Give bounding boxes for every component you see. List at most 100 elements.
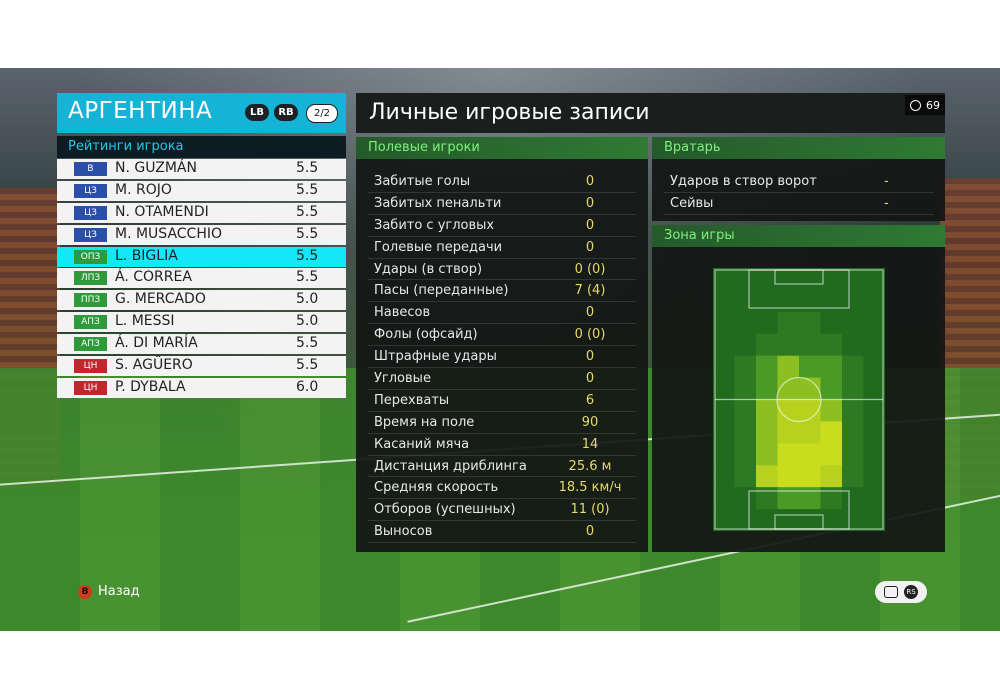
back-button[interactable]: B Назад <box>78 584 140 599</box>
player-rating: 5.5 <box>296 203 319 220</box>
stat-label: Забитые голы <box>374 174 471 189</box>
stat-value: 6 <box>585 392 595 408</box>
heat-cell <box>863 355 885 379</box>
stat-value: 18.5 км/ч <box>558 480 622 496</box>
goalkeeper-header: Вратарь <box>652 137 945 159</box>
heat-cell <box>842 465 864 488</box>
stat-value: 11 (0) <box>570 502 610 518</box>
heat-cell <box>820 487 843 510</box>
stat-row: Удары (в створ) 0 (0) <box>368 259 636 281</box>
heat-cell <box>820 268 843 291</box>
b-button-icon: B <box>78 584 92 599</box>
heat-cell <box>713 509 735 531</box>
position-badge: ЦЗ <box>74 183 107 198</box>
player-name: N. GUZMÁN <box>115 160 197 176</box>
stat-row: Навесов 0 <box>368 302 636 325</box>
heat-cell <box>713 443 735 466</box>
lb-button[interactable]: LB <box>245 104 269 121</box>
player-row[interactable]: ЦН P. DYBALA 6.0 <box>57 377 346 398</box>
stat-value: 0 (0) <box>574 327 606 343</box>
gk-stat-value: - <box>884 196 889 211</box>
player-name: N. OTAMENDI <box>115 203 209 220</box>
stat-value: 0 <box>585 174 595 189</box>
heat-cell <box>863 333 885 357</box>
player-row[interactable]: АПЗ Á. DI MARÍA 5.5 <box>57 334 346 355</box>
player-row[interactable]: ЦЗ M. ROJO 5.5 <box>57 180 346 201</box>
player-row[interactable]: ППЗ G. MERCADO 5.0 <box>57 290 346 311</box>
rb-button[interactable]: RB <box>274 104 298 121</box>
heat-cell <box>734 289 757 313</box>
player-row[interactable]: В N. GUZMÁN 5.5 <box>57 159 346 179</box>
heat-cell <box>734 268 757 291</box>
stat-label: Забито с угловых <box>374 217 495 233</box>
heat-cell <box>756 311 778 335</box>
position-badge: ЦН <box>74 359 107 374</box>
zone-header: Зона игры <box>652 225 945 247</box>
player-row[interactable]: ЛПЗ Á. CORREA 5.5 <box>57 268 346 289</box>
field-players-header: Полевые игроки <box>356 137 648 159</box>
pitch-marking <box>774 269 824 285</box>
heat-cell <box>777 421 800 444</box>
player-name: Á. DI MARÍA <box>115 335 198 352</box>
player-rating: 6.0 <box>296 378 319 395</box>
heat-cell <box>863 377 885 400</box>
heat-cell <box>842 333 864 357</box>
stat-value: 14 <box>581 436 599 452</box>
position-badge: ЛПЗ <box>74 271 107 286</box>
heat-cell <box>863 311 885 335</box>
position-badge: ППЗ <box>74 293 107 308</box>
player-row[interactable]: ОПЗ L. BIGLIA 5.5 <box>57 246 346 267</box>
heat-cell <box>777 377 800 400</box>
field-players-panel: Полевые игроки Забитые голы 0 Забитых пена… <box>356 137 648 552</box>
field-stats-list: Забитые голы 0 Забитых пенальти 0 Забито с у… <box>368 171 636 544</box>
heat-cell <box>713 377 735 400</box>
heat-cell <box>842 509 864 531</box>
stat-row: Голевые передачи 0 <box>368 237 636 259</box>
stat-label: Отборов (успешных) <box>374 502 516 518</box>
heat-cell <box>777 399 800 422</box>
back-label: Назад <box>98 584 140 599</box>
heat-cell <box>863 465 885 488</box>
heat-cell <box>842 311 864 335</box>
heat-cell <box>799 289 821 313</box>
chat-button[interactable]: RS <box>875 581 927 603</box>
stat-row: Касаний мяча 14 <box>368 434 636 456</box>
heat-cell <box>842 421 864 444</box>
heat-cell <box>713 465 735 488</box>
stat-row: Фолы (офсайд) 0 (0) <box>368 324 636 347</box>
heat-cell <box>799 509 821 531</box>
player-rating: 5.5 <box>296 160 319 176</box>
player-row[interactable]: ЦЗ N. OTAMENDI 5.5 <box>57 202 346 223</box>
heat-cell <box>777 311 800 335</box>
stat-row: Дистанция дриблинга 25.6 м <box>368 456 636 478</box>
player-row[interactable]: ЦЗ M. MUSACCHIO 5.5 <box>57 224 346 245</box>
heat-cell <box>777 268 800 291</box>
stat-value: 7 (4) <box>574 283 606 299</box>
stat-label: Касаний мяча <box>374 436 470 452</box>
heat-cell <box>756 421 778 444</box>
heat-cell <box>820 333 843 357</box>
player-row[interactable]: АПЗ L. MESSI 5.0 <box>57 312 346 333</box>
stat-row: Отборов (успешных) 11 (0) <box>368 499 636 522</box>
chat-icon <box>884 586 898 598</box>
heat-cell <box>799 268 821 291</box>
stat-label: Удары (в створ) <box>374 261 483 277</box>
stat-value: 0 <box>585 524 595 540</box>
heat-cell <box>820 355 843 379</box>
match-timer: 69 <box>905 95 945 115</box>
heat-cell <box>734 509 757 531</box>
stat-label: Средняя скорость <box>374 480 499 496</box>
player-name: G. MERCADO <box>115 291 206 308</box>
heat-cell <box>820 443 843 466</box>
heat-cell <box>863 289 885 313</box>
heat-cell <box>713 333 735 357</box>
player-rating: 5.5 <box>296 247 319 264</box>
stat-label: Фолы (офсайд) <box>374 327 478 343</box>
stat-value: 0 <box>585 195 595 211</box>
stat-value: 0 <box>585 217 595 233</box>
player-row[interactable]: ЦН S. AGÜERO 5.5 <box>57 356 346 377</box>
position-badge: ОПЗ <box>74 249 107 264</box>
clock-icon <box>910 99 921 111</box>
stat-value: 0 <box>585 239 595 255</box>
stat-label: Пасы (переданные) <box>374 283 509 299</box>
